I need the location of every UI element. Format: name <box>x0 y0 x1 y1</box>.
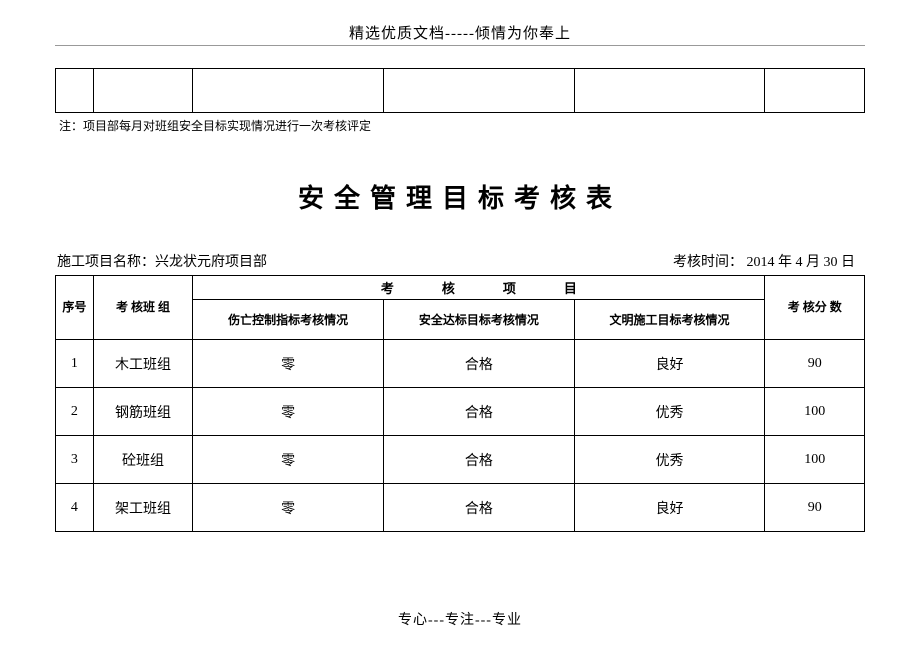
table-row: 2 钢筋班组 零 合格 优秀 100 <box>56 388 865 436</box>
cell-c2: 合格 <box>383 484 574 532</box>
empty-table-row <box>56 69 865 113</box>
cell-seq: 4 <box>56 484 94 532</box>
cell-score: 100 <box>765 436 865 484</box>
empty-cell <box>56 69 94 113</box>
empty-cell <box>765 69 865 113</box>
table-header-row-1: 序号 考 核班 组 考核项目 考 核分 数 <box>56 276 865 300</box>
cell-c3: 良好 <box>574 484 765 532</box>
header-separator <box>55 45 865 46</box>
table-row: 4 架工班组 零 合格 良好 90 <box>56 484 865 532</box>
header-team: 考 核班 组 <box>93 276 193 340</box>
page-footer-text: 专心---专注---专业 <box>0 609 920 629</box>
cell-seq: 1 <box>56 340 94 388</box>
empty-cell <box>193 69 384 113</box>
empty-cell <box>383 69 574 113</box>
cell-c1: 零 <box>193 388 384 436</box>
main-table: 序号 考 核班 组 考核项目 考 核分 数 伤亡控制指标考核情况 安全达标目标考… <box>55 275 865 532</box>
cell-c2: 合格 <box>383 340 574 388</box>
meta-date: 考核时间： 2014 年 4 月 30 日 <box>673 251 865 271</box>
meta-project: 施工项目名称：兴龙状元府项目部 <box>57 251 673 271</box>
cell-seq: 3 <box>56 436 94 484</box>
cell-score: 90 <box>765 484 865 532</box>
cell-c3: 良好 <box>574 340 765 388</box>
cell-c2: 合格 <box>383 436 574 484</box>
content-wrapper: 注：项目部每月对班组安全目标实现情况进行一次考核评定 安全管理目标考核表 施工项… <box>55 68 865 532</box>
header-score: 考 核分 数 <box>765 276 865 340</box>
project-label: 施工项目名称： <box>57 255 155 270</box>
cell-c1: 零 <box>193 484 384 532</box>
empty-cell <box>574 69 765 113</box>
header-item3: 文明施工目标考核情况 <box>574 300 765 340</box>
header-seq: 序号 <box>56 276 94 340</box>
main-title: 安全管理目标考核表 <box>55 178 865 215</box>
header-item1: 伤亡控制指标考核情况 <box>193 300 384 340</box>
date-label: 考核时间： <box>673 255 743 270</box>
meta-row: 施工项目名称：兴龙状元府项目部 考核时间： 2014 年 4 月 30 日 <box>55 251 865 271</box>
cell-seq: 2 <box>56 388 94 436</box>
header-items-merged: 考核项目 <box>193 276 765 300</box>
cell-team: 钢筋班组 <box>93 388 193 436</box>
empty-cell <box>93 69 193 113</box>
table-row: 3 砼班组 零 合格 优秀 100 <box>56 436 865 484</box>
cell-team: 砼班组 <box>93 436 193 484</box>
cell-score: 100 <box>765 388 865 436</box>
project-name: 兴龙状元府项目部 <box>155 255 267 270</box>
cell-score: 90 <box>765 340 865 388</box>
cell-c3: 优秀 <box>574 388 765 436</box>
header-item2: 安全达标目标考核情况 <box>383 300 574 340</box>
cell-c3: 优秀 <box>574 436 765 484</box>
date-value: 2014 年 4 月 30 日 <box>743 255 855 270</box>
cell-team: 木工班组 <box>93 340 193 388</box>
page-header-text: 精选优质文档-----倾情为你奉上 <box>0 0 920 45</box>
cell-c1: 零 <box>193 436 384 484</box>
table-row: 1 木工班组 零 合格 良好 90 <box>56 340 865 388</box>
top-empty-table <box>55 68 865 113</box>
note-text: 注：项目部每月对班组安全目标实现情况进行一次考核评定 <box>55 113 865 134</box>
cell-c2: 合格 <box>383 388 574 436</box>
cell-team: 架工班组 <box>93 484 193 532</box>
cell-c1: 零 <box>193 340 384 388</box>
